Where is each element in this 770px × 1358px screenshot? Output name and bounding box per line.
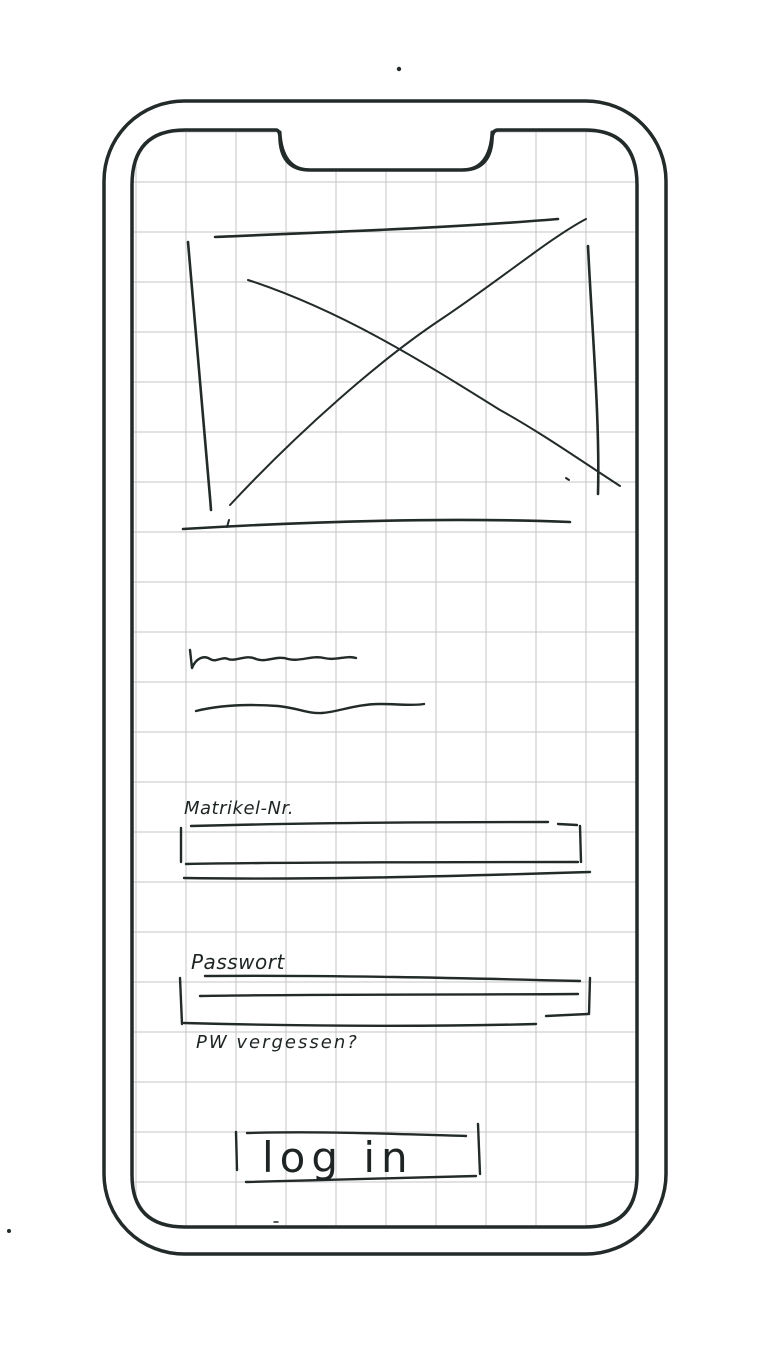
phone-frame bbox=[102, 99, 668, 1256]
phone-notch bbox=[278, 130, 494, 172]
matrikel-label: Matrikel-Nr. bbox=[184, 798, 294, 819]
forgot-password-link[interactable]: PW vergessen? bbox=[196, 1032, 359, 1053]
squiggle-line-subtitle bbox=[194, 702, 426, 715]
password-label: Passwort bbox=[191, 950, 285, 974]
login-button-label: log in bbox=[262, 1133, 414, 1182]
screen-grid bbox=[132, 130, 637, 1227]
squiggle-line-title bbox=[188, 648, 358, 670]
stray-dot bbox=[7, 1229, 11, 1233]
password-input-field[interactable] bbox=[178, 972, 594, 1030]
login-button[interactable]: log in bbox=[234, 1122, 484, 1184]
placeholder-text-squiggles bbox=[188, 648, 426, 715]
image-placeholder-icon bbox=[181, 217, 621, 531]
phone-outer-outline bbox=[102, 99, 668, 1256]
stray-dot bbox=[396, 66, 402, 72]
matrikel-input-field[interactable] bbox=[179, 820, 592, 882]
